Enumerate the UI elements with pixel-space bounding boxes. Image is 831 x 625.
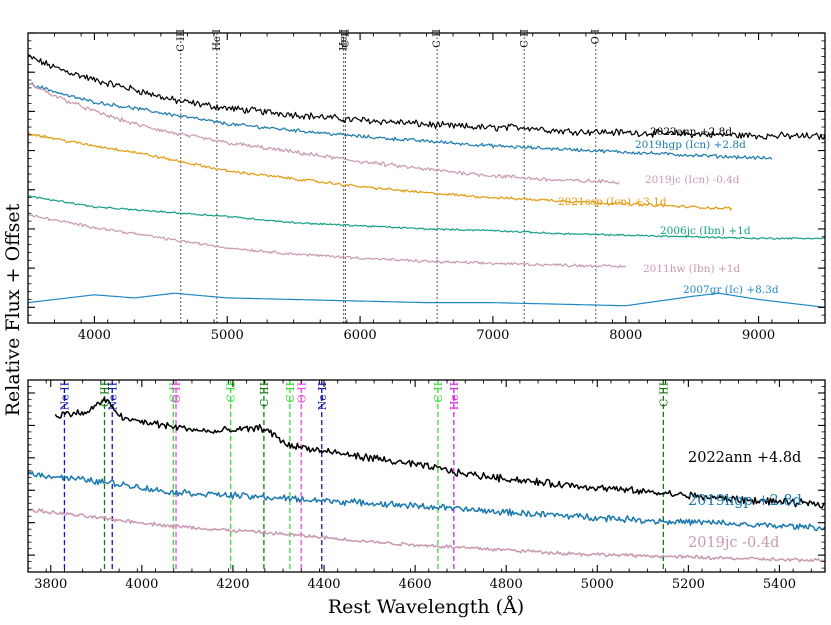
line-marker-label: C III [176,29,187,52]
bottom-ticks: 3800 4000 4200 4400 4600 4800 5000 5200 5400 [27,380,825,592]
x-tick-label: 5400 [763,577,796,592]
series-line [28,82,773,160]
line-marker-label: C III [657,382,670,407]
line-marker-label: C II [519,29,530,48]
bottom-plot-frame [27,379,826,573]
series-line [28,508,825,563]
series-line [28,131,733,211]
series-label: 2019hgp (Icn) +2.8d [635,139,746,151]
x-tick-label: 7000 [476,328,509,343]
line-marker-label: C II [284,382,297,403]
series-line [28,292,825,308]
line-marker-label: He I [339,29,350,51]
series-label: 2007gr (Ic) +8.3d [683,284,779,296]
line-marker-label: C III [258,382,271,407]
x-tick-label: 5000 [581,577,614,592]
bottom-series-labels: 2022ann +4.8d 2019hgp +2.8d 2019jc -0.4d [688,450,802,551]
x-tick-label: 9000 [742,328,775,343]
series-line [28,470,825,532]
x-tick-label: 8000 [609,328,642,343]
x-tick-label: 4200 [216,577,249,592]
series-label: 2021csp (Icn) +3.1d [558,196,667,208]
line-marker-label: C II [167,382,180,403]
x-axis-label: Rest Wavelength (Å) [328,596,524,618]
y-axis-label: Relative Flux + Offset [2,203,24,416]
series-line [28,81,620,185]
x-tick-label: 3800 [34,577,67,592]
top-ticks: 4000 5000 6000 7000 8000 9000 [27,32,826,343]
line-marker-label: Ne II [58,382,71,410]
series-label: 2019hgp +2.8d [688,493,802,509]
top-series [28,54,825,308]
line-marker-label: C II [225,382,238,403]
x-tick-label: 5000 [211,328,244,343]
x-tick-label: 5200 [672,577,705,592]
series-line [28,214,627,268]
line-marker-label: O II [295,382,308,403]
line-marker-label: O I [591,29,602,44]
series-label: 2006jc (Ibn) +1d [660,225,751,237]
x-tick-label: 4400 [307,577,340,592]
x-tick-label: 4000 [78,328,111,343]
series-line [28,54,825,140]
x-tick-label: 6000 [344,328,377,343]
series-label: 2022ann +4.8d [688,450,801,466]
series-line [28,195,825,240]
line-marker-label: Ne II [316,382,329,410]
x-tick-label: 4000 [125,577,158,592]
series-line [54,396,825,509]
x-tick-label: 4600 [399,577,432,592]
line-marker-label: C II [432,382,445,403]
series-label: 2019jc (Icn) -0.4d [645,174,740,186]
bottom-series [28,396,825,563]
top-spectra-panel: C III He I He IC II C II C II O I 4000 5000 600… [27,29,826,343]
series-label: 2019jc -0.4d [688,535,779,551]
line-marker-label: O II [170,382,183,403]
line-marker-label: C II [432,29,443,48]
series-label: 2022ann +2.8d [650,126,732,138]
top-line-markers: C III He I He IC II C II C II O I [176,29,602,323]
series-label: 2011hw (Ibn) +1d [643,263,740,275]
line-marker-label: He II [448,382,461,410]
x-tick-label: 4800 [490,577,523,592]
line-marker-label: C II [340,29,351,48]
line-marker-label: He I [212,29,223,51]
